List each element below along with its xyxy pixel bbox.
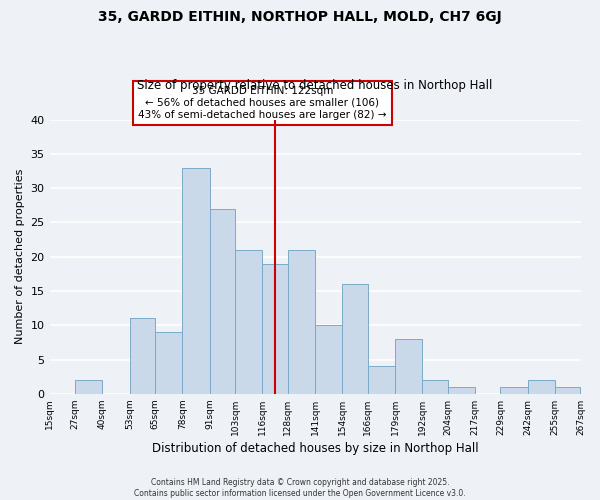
Bar	[75, 380, 102, 394]
Bar	[343, 284, 368, 394]
Bar	[182, 168, 209, 394]
X-axis label: Distribution of detached houses by size in Northop Hall: Distribution of detached houses by size …	[152, 442, 478, 455]
Bar	[130, 318, 155, 394]
Bar	[500, 387, 528, 394]
Bar	[315, 326, 343, 394]
Bar	[209, 208, 235, 394]
Bar	[395, 339, 422, 394]
Title: Size of property relative to detached houses in Northop Hall: Size of property relative to detached ho…	[137, 79, 493, 92]
Bar	[262, 264, 287, 394]
Bar	[555, 387, 580, 394]
Text: Contains HM Land Registry data © Crown copyright and database right 2025.
Contai: Contains HM Land Registry data © Crown c…	[134, 478, 466, 498]
Bar	[287, 250, 315, 394]
Bar	[235, 250, 262, 394]
Bar	[422, 380, 448, 394]
Text: 35, GARDD EITHIN, NORTHOP HALL, MOLD, CH7 6GJ: 35, GARDD EITHIN, NORTHOP HALL, MOLD, CH…	[98, 10, 502, 24]
Bar	[155, 332, 182, 394]
Bar	[528, 380, 555, 394]
Y-axis label: Number of detached properties: Number of detached properties	[15, 169, 25, 344]
Bar	[368, 366, 395, 394]
Bar	[448, 387, 475, 394]
Text: 35 GARDD EITHIN: 122sqm
← 56% of detached houses are smaller (106)
43% of semi-d: 35 GARDD EITHIN: 122sqm ← 56% of detache…	[138, 86, 386, 120]
